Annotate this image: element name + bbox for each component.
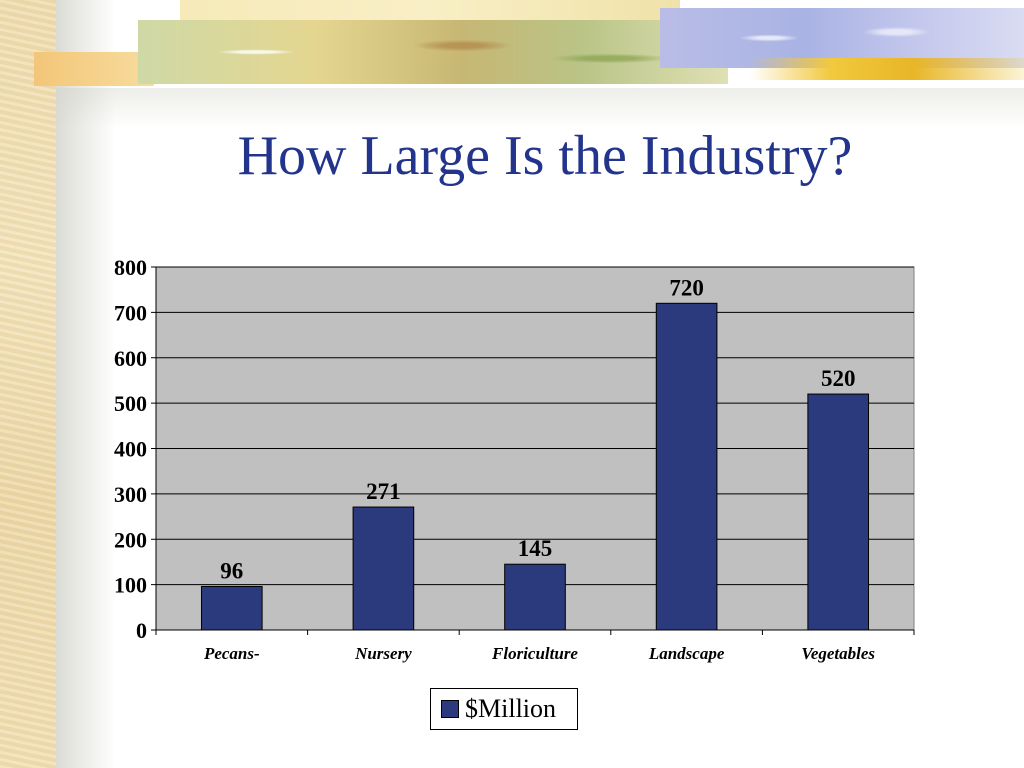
data-label: 520 [821,366,856,391]
banner-block-orange [34,52,154,86]
banner-block-gold [750,58,1024,80]
slide-title: How Large Is the Industry? [237,125,853,187]
data-label: 271 [366,479,401,504]
bar [504,563,566,631]
data-label: 720 [669,275,704,300]
x-tick-label: Vegetables [801,644,875,663]
banner-block-cream [180,0,680,22]
x-tick-label: Floriculture [491,644,578,663]
data-label: 145 [518,536,553,561]
y-tick-label: 300 [114,482,147,507]
left-decorative-strip [0,0,56,768]
bar [655,302,718,631]
bar [807,393,870,631]
x-tick-label: Landscape [648,644,725,663]
y-tick-label: 700 [114,300,147,325]
y-tick-label: 800 [114,255,147,280]
x-tick-label: Pecans- [203,644,260,663]
legend-label: $Million [465,694,557,723]
bar [200,585,263,631]
banner-shadow [56,88,1024,128]
legend-swatch [441,700,459,718]
y-tick-label: 500 [114,391,147,416]
data-label: 96 [220,558,243,583]
x-tick-label: Nursery [354,644,412,663]
y-tick-label: 100 [114,573,147,598]
y-tick-label: 600 [114,346,147,371]
top-decorative-banner [30,0,1024,88]
left-shadow [56,0,116,768]
y-tick-label: 200 [114,527,147,552]
y-tick-label: 0 [136,618,147,643]
y-tick-label: 400 [114,437,147,462]
banner-block-leaves [138,20,728,84]
bar [352,506,415,631]
chart-legend: $Million [430,688,578,730]
